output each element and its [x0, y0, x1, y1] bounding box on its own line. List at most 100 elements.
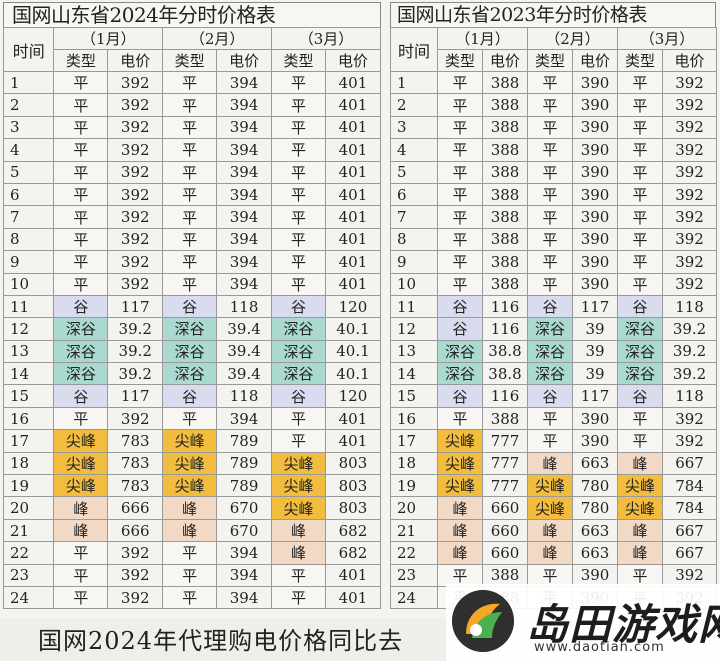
period-type-cell: 峰 [271, 518, 326, 543]
price-cell: 392 [107, 250, 164, 274]
hour-cell: 10 [390, 272, 438, 296]
period-type-cell: 深谷 [617, 339, 664, 364]
table-panel-2024: 国网山东省2024年分时价格表 时间 （1月） （2月） （3月） 类型 电价 … [2, 2, 382, 610]
table-row: 20 峰 666 峰 670 尖峰 803 [2, 496, 382, 520]
period-type-cell: 深谷 [617, 362, 664, 386]
price-cell: 394 [216, 160, 273, 184]
watermark-site-name: 岛田游戏网 [526, 600, 720, 649]
price-cell: 783 [107, 429, 164, 453]
period-type-cell: 平 [271, 93, 326, 117]
period-type-cell: 深谷 [162, 339, 218, 364]
hour-cell: 14 [390, 362, 438, 386]
hour-cell: 14 [2, 362, 55, 386]
hour-cell: 17 [2, 429, 55, 453]
period-type-cell: 平 [53, 227, 109, 252]
hour-cell: 19 [2, 474, 55, 498]
price-cell: 803 [324, 496, 382, 520]
hour-cell: 4 [390, 138, 438, 162]
hour-cell: 12 [2, 317, 55, 341]
price-cell: 390 [572, 160, 619, 184]
table-row: 16 平 392 平 394 平 401 [2, 406, 382, 431]
price-cell: 388 [481, 227, 529, 252]
price-cell: 394 [216, 272, 273, 296]
price-cell: 39.2 [662, 317, 718, 341]
period-type-cell: 尖峰 [437, 429, 483, 453]
period-type-cell: 峰 [271, 541, 326, 565]
type-header: 类型 [53, 49, 109, 72]
price-header: 电价 [324, 49, 382, 72]
price-cell: 394 [216, 93, 273, 117]
period-type-cell: 尖峰 [271, 451, 326, 476]
month-header-feb: （2月） [162, 27, 273, 50]
hour-cell: 9 [390, 250, 438, 274]
price-cell: 392 [662, 272, 718, 296]
period-type-cell: 平 [271, 406, 326, 431]
price-cell: 39.2 [107, 339, 164, 364]
table-row: 20 峰 660 尖峰 780 尖峰 784 [390, 496, 718, 520]
period-type-cell: 深谷 [271, 362, 326, 386]
period-type-cell: 平 [527, 429, 574, 453]
table-row: 13 深谷 38.8 深谷 39 深谷 39.2 [390, 339, 718, 364]
price-cell: 392 [107, 138, 164, 162]
price-cell: 392 [107, 541, 164, 565]
hour-cell: 8 [390, 227, 438, 252]
table-row: 11 谷 116 谷 117 谷 118 [390, 294, 718, 319]
price-cell: 394 [216, 250, 273, 274]
price-cell: 660 [481, 518, 529, 543]
period-type-cell: 平 [162, 70, 218, 95]
table-title-2024: 国网山东省2024年分时价格表 [3, 2, 381, 27]
price-cell: 666 [107, 496, 164, 520]
price-cell: 401 [324, 272, 382, 296]
type-header: 类型 [527, 49, 574, 72]
price-cell: 40.1 [324, 339, 382, 364]
table-row: 22 峰 660 峰 663 峰 667 [390, 541, 718, 565]
price-cell: 39 [572, 317, 619, 341]
price-cell: 803 [324, 474, 382, 498]
period-type-cell: 平 [617, 70, 664, 95]
price-cell: 394 [216, 563, 273, 587]
period-type-cell: 平 [162, 406, 218, 431]
period-type-cell: 深谷 [53, 362, 109, 386]
table-row: 5 平 388 平 390 平 392 [390, 160, 718, 184]
price-cell: 40.1 [324, 362, 382, 386]
table-row: 10 平 392 平 394 平 401 [2, 272, 382, 296]
table-row: 7 平 392 平 394 平 401 [2, 205, 382, 229]
price-cell: 390 [572, 138, 619, 162]
hour-cell: 4 [2, 138, 55, 162]
watermark-logo-icon [452, 590, 514, 652]
period-type-cell: 深谷 [437, 339, 483, 364]
period-type-cell: 平 [271, 563, 326, 587]
price-cell: 388 [481, 250, 529, 274]
price-cell: 401 [324, 250, 382, 274]
price-cell: 117 [572, 294, 619, 319]
hour-cell: 23 [2, 563, 55, 587]
hour-cell: 24 [390, 585, 438, 610]
table-row: 10 平 388 平 390 平 392 [390, 272, 718, 296]
period-type-cell: 平 [162, 585, 218, 610]
period-type-cell: 平 [437, 250, 483, 274]
price-cell: 116 [481, 294, 529, 319]
period-type-cell: 深谷 [527, 362, 574, 386]
price-cell: 394 [216, 205, 273, 229]
price-cell: 392 [107, 406, 164, 431]
period-type-cell: 平 [617, 93, 664, 117]
period-type-cell: 平 [53, 563, 109, 587]
month-header-feb: （2月） [527, 27, 619, 50]
period-type-cell: 峰 [527, 451, 574, 476]
table-row: 9 平 388 平 390 平 392 [390, 250, 718, 274]
period-type-cell: 深谷 [527, 317, 574, 341]
hour-cell: 20 [390, 496, 438, 520]
price-cell: 663 [572, 451, 619, 476]
price-cell: 392 [662, 115, 718, 140]
period-type-cell: 平 [162, 250, 218, 274]
table-title-2023: 国网山东省2023年分时价格表 [390, 2, 716, 27]
period-type-cell: 平 [437, 406, 483, 431]
period-type-cell: 平 [527, 406, 574, 431]
hour-cell: 11 [2, 294, 55, 319]
period-type-cell: 平 [271, 205, 326, 229]
price-cell: 118 [216, 294, 273, 319]
period-type-cell: 平 [527, 115, 574, 140]
table-row: 9 平 392 平 394 平 401 [2, 250, 382, 274]
price-cell: 39.4 [216, 317, 273, 341]
period-type-cell: 谷 [527, 384, 574, 408]
